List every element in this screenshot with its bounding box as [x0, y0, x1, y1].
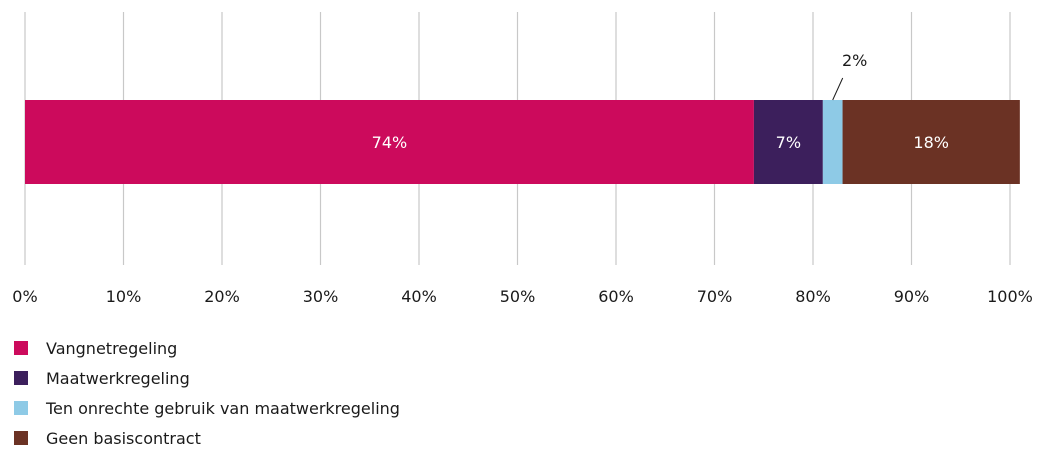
- data-label-vangnetregeling: 74%: [372, 133, 408, 152]
- tick-label-30: 30%: [303, 287, 339, 306]
- tick-label-50: 50%: [500, 287, 536, 306]
- legend-label: Vangnetregeling: [46, 338, 178, 358]
- tick-label-100: 100%: [987, 287, 1033, 306]
- bar-segment-geen-basiscontract: [842, 100, 1020, 184]
- leader-line-ten-onrechte-gebruik-van-maatwerkregeling: [832, 77, 844, 101]
- tick-label-20: 20%: [204, 287, 240, 306]
- legend-item-vangnetregeling: Vangnetregeling: [14, 333, 400, 363]
- tick-label-40: 40%: [401, 287, 437, 306]
- stacked-bar-chart: 74% 7% 2% 18% 0% 10% 20% 30% 40% 50% 60% 70% 80% 90%…: [12, 12, 1033, 306]
- tick-label-70: 70%: [697, 287, 733, 306]
- legend-item-geen-basiscontract: Geen basiscontract: [14, 423, 400, 453]
- tick-label-90: 90%: [894, 287, 930, 306]
- legend-swatch: [14, 401, 28, 415]
- data-label-maatwerkregeling: 7%: [776, 133, 801, 152]
- legend-swatch: [14, 341, 28, 355]
- legend-item-ten-onrechte-gebruik-van-maatwerkregeling: Ten onrechte gebruik van maatwerkregelin…: [14, 393, 400, 423]
- legend-item-maatwerkregeling: Maatwerkregeling: [14, 363, 400, 393]
- bar-segments: [25, 100, 1020, 184]
- data-label-geen-basiscontract: 18%: [913, 133, 949, 152]
- tick-label-10: 10%: [106, 287, 142, 306]
- x-axis-tick-labels: 0% 10% 20% 30% 40% 50% 60% 70% 80% 90% 100%: [12, 287, 1033, 306]
- bar-segment-vangnetregeling: [25, 100, 754, 184]
- data-label-ten-onrechte-gebruik-van-maatwerkregeling: 2%: [842, 51, 867, 70]
- data-labels: 74% 7% 2% 18%: [372, 51, 949, 152]
- legend-swatch: [14, 431, 28, 445]
- tick-label-80: 80%: [795, 287, 831, 306]
- legend-swatch: [14, 371, 28, 385]
- bar-segment-ten-onrechte-gebruik-van-maatwerkregeling: [822, 100, 843, 184]
- bar-segment-maatwerkregeling: [753, 100, 823, 184]
- legend-label: Geen basiscontract: [46, 428, 201, 448]
- legend-label: Maatwerkregeling: [46, 368, 190, 388]
- legend: Vangnetregeling Maatwerkregeling Ten onrec…: [14, 333, 400, 453]
- tick-label-0: 0%: [12, 287, 37, 306]
- legend-label: Ten onrechte gebruik van maatwerkregelin…: [46, 398, 400, 418]
- tick-label-60: 60%: [598, 287, 634, 306]
